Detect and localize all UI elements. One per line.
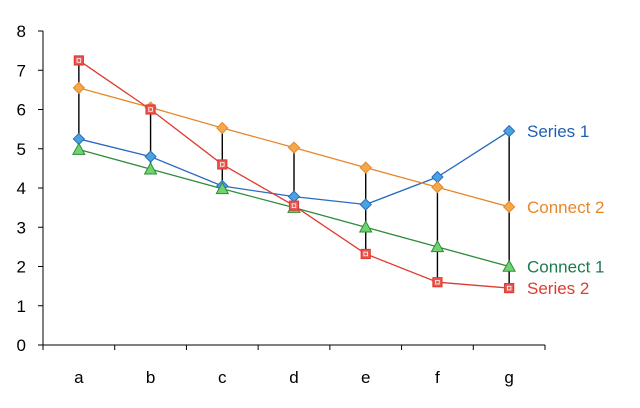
- marker-connect-1: [215, 181, 230, 195]
- y-tick-label: 2: [17, 258, 26, 277]
- marker-series-2-inner: [291, 203, 297, 208]
- y-tick-label: 4: [17, 179, 26, 198]
- marker-series-2: [73, 55, 84, 66]
- marker-series-2-inner: [148, 107, 153, 112]
- marker-series-1: [502, 124, 516, 138]
- marker-series-2-inner: [363, 251, 368, 257]
- marker-connect-2: [502, 200, 516, 214]
- marker-series-1: [144, 150, 157, 163]
- series-label-connect-1: Connect 1: [527, 258, 605, 277]
- series-label-connect-2: Connect 2: [527, 198, 605, 217]
- y-tick-label: 1: [17, 297, 26, 316]
- y-tick-label: 0: [17, 336, 26, 355]
- marker-connect-2: [216, 121, 229, 135]
- x-tick-label: e: [361, 368, 370, 387]
- marker-series-2: [217, 159, 228, 170]
- x-tick-label: g: [504, 368, 513, 387]
- marker-series-2-inner: [435, 279, 440, 285]
- series-label-series-1: Series 1: [527, 122, 589, 141]
- marker-series-2: [360, 248, 371, 260]
- marker-series-2: [288, 200, 300, 211]
- x-tick-label: a: [74, 368, 84, 387]
- connector-lines: [78, 60, 510, 289]
- x-tick-label: c: [218, 368, 227, 387]
- marker-connect-2: [359, 161, 372, 174]
- marker-series-1: [431, 170, 444, 184]
- marker-series-1: [287, 190, 301, 203]
- marker-connect-1: [502, 259, 516, 272]
- x-tick-label: b: [146, 368, 155, 387]
- axes: 0 1 2 3 4 5 6 7 8 a b c d e f g: [17, 22, 546, 387]
- y-tick-label: 8: [17, 22, 26, 41]
- x-tick-label: f: [435, 368, 440, 387]
- series-labels: Series 1 Connect 2 Connect 1 Series 2: [527, 122, 605, 298]
- marker-series-2-inner: [506, 285, 512, 291]
- marker-connect-1: [430, 239, 445, 253]
- y-tick-label: 6: [17, 101, 26, 120]
- marker-series-2-inner: [76, 58, 82, 63]
- marker-connect-2: [431, 181, 444, 194]
- marker-connect-1: [143, 162, 158, 175]
- marker-series-2-inner: [220, 162, 225, 167]
- marker-series-2: [432, 277, 443, 288]
- x-tick-label: d: [289, 368, 298, 387]
- y-tick-label: 3: [17, 218, 26, 237]
- marker-connect-2: [287, 141, 301, 154]
- series-label-series-2: Series 2: [527, 279, 589, 298]
- marker-connect-1: [358, 220, 373, 233]
- markers: [72, 55, 516, 294]
- marker-connect-2: [72, 81, 86, 95]
- y-tick-label: 7: [17, 61, 26, 80]
- marker-series-1: [359, 198, 372, 211]
- marker-series-2: [504, 282, 515, 294]
- y-tick-label: 5: [17, 140, 26, 159]
- marker-connect-1: [72, 142, 86, 155]
- marker-series-2: [145, 104, 156, 115]
